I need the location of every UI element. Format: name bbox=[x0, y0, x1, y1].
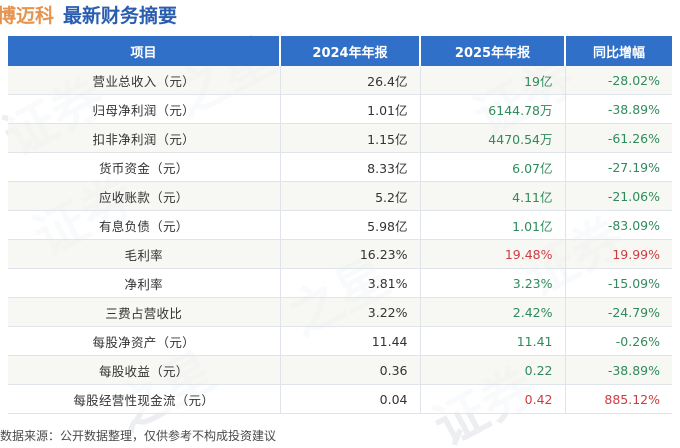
table-row: 每股经营性现金流（元） 0.04 0.42 885.12% bbox=[8, 384, 672, 414]
cell-item-name: 货币资金（元） bbox=[8, 152, 281, 182]
cell-value-2024: 8.33亿 bbox=[280, 152, 421, 182]
cell-value-2024: 0.36 bbox=[280, 355, 421, 385]
cell-item-name: 营业总收入（元） bbox=[8, 66, 281, 95]
cell-value-2025: 19亿 bbox=[420, 66, 566, 95]
cell-value-change: -24.79% bbox=[565, 297, 672, 327]
table-header: 项目 2024年年报 2025年年报 同比增幅 bbox=[8, 36, 672, 66]
column-header-y2025: 2025年年报 bbox=[420, 36, 566, 66]
cell-value-2025: 1.01亿 bbox=[420, 210, 566, 240]
cell-value-2024: 3.81% bbox=[280, 268, 421, 298]
cell-item-name: 净利率 bbox=[8, 268, 281, 298]
cell-value-change: 19.99% bbox=[565, 239, 672, 269]
cell-value-2024: 3.22% bbox=[280, 297, 421, 327]
cell-item-name: 每股收益（元） bbox=[8, 355, 281, 385]
cell-value-2025: 0.42 bbox=[420, 384, 566, 414]
cell-item-name: 毛利率 bbox=[8, 239, 281, 269]
cell-value-2025: 11.41 bbox=[420, 326, 566, 356]
table-row: 毛利率 16.23% 19.48% 19.99% bbox=[8, 239, 672, 269]
cell-value-2024: 1.15亿 bbox=[280, 123, 421, 153]
column-header-item: 项目 bbox=[8, 36, 281, 66]
cell-value-2025: 2.42% bbox=[420, 297, 566, 327]
cell-value-2025: 6.07亿 bbox=[420, 152, 566, 182]
cell-value-2025: 6144.78万 bbox=[420, 94, 566, 124]
cell-value-change: -27.19% bbox=[565, 152, 672, 182]
table-row: 有息负债（元） 5.98亿 1.01亿 -83.09% bbox=[8, 210, 672, 240]
cell-item-name: 有息负债（元） bbox=[8, 210, 281, 240]
cell-value-change: 885.12% bbox=[565, 384, 672, 414]
cell-value-2025: 4.11亿 bbox=[420, 181, 566, 211]
table-header-row: 项目 2024年年报 2025年年报 同比增幅 bbox=[8, 36, 672, 66]
cell-item-name: 扣非净利润（元） bbox=[8, 123, 281, 153]
financial-summary-table: 项目 2024年年报 2025年年报 同比增幅 营业总收入（元） 26.4亿 19亿… bbox=[8, 36, 672, 414]
table-row: 扣非净利润（元） 1.15亿 4470.54万 -61.26% bbox=[8, 123, 672, 153]
cell-value-2025: 3.23% bbox=[420, 268, 566, 298]
table-row: 每股净资产（元） 11.44 11.41 -0.26% bbox=[8, 326, 672, 356]
cell-value-change: -83.09% bbox=[565, 210, 672, 240]
table-row: 营业总收入（元） 26.4亿 19亿 -28.02% bbox=[8, 66, 672, 95]
cell-item-name: 每股净资产（元） bbox=[8, 326, 281, 356]
cell-value-change: -38.89% bbox=[565, 94, 672, 124]
cell-value-2024: 5.2亿 bbox=[280, 181, 421, 211]
cell-value-2024: 1.01亿 bbox=[280, 94, 421, 124]
column-header-change: 同比增幅 bbox=[565, 36, 672, 66]
cell-item-name: 每股经营性现金流（元） bbox=[8, 384, 281, 414]
cell-value-change: -61.26% bbox=[565, 123, 672, 153]
table-row: 三费占营收比 3.22% 2.42% -24.79% bbox=[8, 297, 672, 327]
cell-value-change: -15.09% bbox=[565, 268, 672, 298]
cell-value-2025: 4470.54万 bbox=[420, 123, 566, 153]
data-source-note: 数据来源：公开数据整理，仅供参考不构成投资建议 bbox=[0, 429, 277, 443]
cell-value-2024: 26.4亿 bbox=[280, 66, 421, 95]
cell-value-2024: 16.23% bbox=[280, 239, 421, 269]
table-row: 货币资金（元） 8.33亿 6.07亿 -27.19% bbox=[8, 152, 672, 182]
financial-summary-table-container: 项目 2024年年报 2025年年报 同比增幅 营业总收入（元） 26.4亿 19亿… bbox=[8, 36, 672, 414]
cell-value-2024: 0.04 bbox=[280, 384, 421, 414]
table-row: 应收账款（元） 5.2亿 4.11亿 -21.06% bbox=[8, 181, 672, 211]
cell-item-name: 三费占营收比 bbox=[8, 297, 281, 327]
column-header-y2024: 2024年年报 bbox=[280, 36, 421, 66]
table-row: 净利率 3.81% 3.23% -15.09% bbox=[8, 268, 672, 298]
table-row: 每股收益（元） 0.36 0.22 -38.89% bbox=[8, 355, 672, 385]
cell-item-name: 应收账款（元） bbox=[8, 181, 281, 211]
cell-value-change: -38.89% bbox=[565, 355, 672, 385]
cell-item-name: 归母净利润（元） bbox=[8, 94, 281, 124]
cell-value-change: -21.06% bbox=[565, 181, 672, 211]
cell-value-2025: 19.48% bbox=[420, 239, 566, 269]
cell-value-change: -28.02% bbox=[565, 66, 672, 95]
table-body: 营业总收入（元） 26.4亿 19亿 -28.02% 归母净利润（元） 1.01亿 6144… bbox=[8, 66, 672, 414]
cell-value-change: -0.26% bbox=[565, 326, 672, 356]
company-logo-text: 博迈科 bbox=[0, 5, 55, 27]
table-row: 归母净利润（元） 1.01亿 6144.78万 -38.89% bbox=[8, 94, 672, 124]
cell-value-2024: 5.98亿 bbox=[280, 210, 421, 240]
cell-value-2024: 11.44 bbox=[280, 326, 421, 356]
cell-value-2025: 0.22 bbox=[420, 355, 566, 385]
page-header: 博迈科 最新财务摘要 bbox=[0, 0, 680, 33]
page-title: 最新财务摘要 bbox=[63, 5, 178, 27]
